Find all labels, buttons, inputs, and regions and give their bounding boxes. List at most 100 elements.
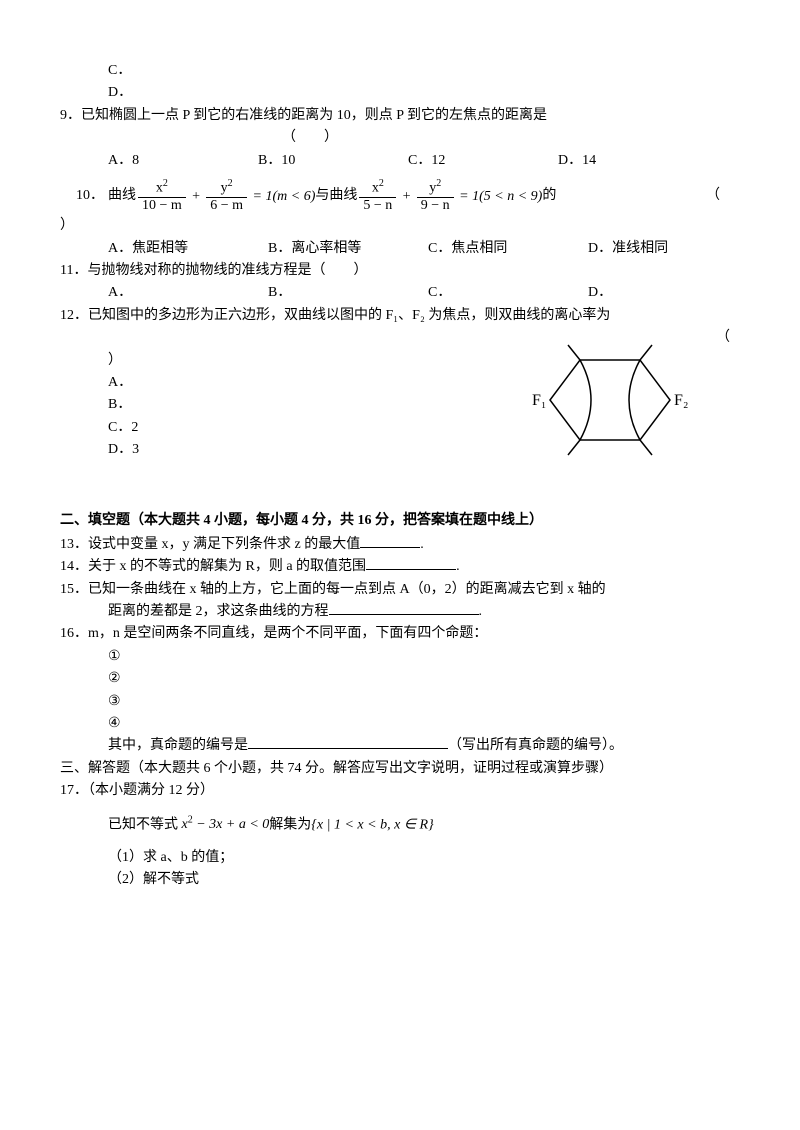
q17: 17．（本小题满分 12 分） 已知不等式 x2 − 3x + a < 0解集为… <box>60 780 740 891</box>
q17-num: 17． <box>60 783 88 798</box>
q11-options: A． B． C． D． <box>108 282 740 304</box>
q16-item1: ① <box>108 646 740 668</box>
q9-opt-c: C．12 <box>408 150 558 172</box>
hexagon-hyperbola-icon: F₁ F₂ <box>510 335 710 465</box>
q10-paren-close: ） <box>60 215 740 237</box>
q9-text: 已知椭圆上一点 P 到它的右准线的距离为 10，则点 P 到它的左焦点的距离是 <box>81 108 547 123</box>
q13-period: . <box>420 537 424 552</box>
q15-period: . <box>479 604 483 619</box>
q10-num: 10． <box>76 185 104 207</box>
q11-stem: 11．与抛物线对称的抛物线的准线方程是（ ） <box>60 260 740 282</box>
section2-heading: 二、填空题（本大题共 4 小题，每小题 4 分，共 16 分，把答案填在题中线上… <box>60 510 740 532</box>
q11-opt-d: D． <box>588 282 748 304</box>
q9-opt-d: D．14 <box>558 150 708 172</box>
q16-item2: ② <box>108 668 740 690</box>
q10-mid: 与曲线 <box>315 185 357 207</box>
q10: 10． 曲线 x210 − m + y26 − m = 1(m < 6) 与曲线… <box>60 178 740 260</box>
q10-f3n: x <box>372 181 379 196</box>
q16: 16．m，n 是空间两条不同直线，是两个不同平面，下面有四个命题： ① ② ③ … <box>60 623 740 757</box>
q17-formula-set: {x | 1 < x < b, x ∈ R} <box>311 817 433 832</box>
q10-f4d: 9 − n <box>417 198 454 215</box>
q9: 9．已知椭圆上一点 P 到它的右准线的距离为 10，则点 P 到它的左焦点的距离… <box>60 105 740 172</box>
q10-f1d: 10 − m <box>138 198 186 215</box>
q16-item4: ④ <box>108 713 740 735</box>
q17-part2: （2）解不等式 <box>108 869 740 891</box>
section3-heading: 三、解答题（本大题共 6 个小题，共 74 分。解答应写出文字说明，证明过程或演… <box>60 758 740 780</box>
q11-opt-c: C． <box>428 282 588 304</box>
q9-options: A．8 B．10 C．12 D．14 <box>108 150 740 172</box>
q9-opt-b: B．10 <box>258 150 408 172</box>
q15-line2: 距离的差都是 2，求这条曲线的方程. <box>108 601 740 623</box>
q12: 12．已知图中的多边形为正六边形，双曲线以图中的 F₁、F₂ 为焦点，则双曲线的… <box>60 305 740 462</box>
q10-pre: 曲线 <box>108 185 136 207</box>
q10-f2s: 2 <box>228 178 233 189</box>
q15-line1: 15．已知一条曲线在 x 轴的上方，它上面的每一点到点 A（0，2）的距离减去它… <box>60 579 740 601</box>
q15: 15．已知一条曲线在 x 轴的上方，它上面的每一点到点 A（0，2）的距离减去它… <box>60 579 740 624</box>
q10-options: A．焦距相等 B．离心率相等 C．焦点相同 D．准线相同 <box>108 238 740 260</box>
q12-figure: F₁ F₂ <box>510 335 710 465</box>
q11-opt-a: A． <box>108 282 268 304</box>
q10-f1n: x <box>156 181 163 196</box>
q10-f4s: 2 <box>436 178 441 189</box>
q16-text: m，n 是空间两条不同直线，是两个不同平面，下面有四个命题： <box>88 626 487 641</box>
q15-blank <box>329 614 479 615</box>
q16-tail-pre: 其中，真命题的编号是 <box>108 738 248 753</box>
q16-tail: 其中，真命题的编号是 （写出所有真命题的编号）。 <box>108 735 740 757</box>
q17-given-mid: 解集为 <box>269 817 311 832</box>
q11-opt-b: B． <box>268 282 428 304</box>
q10-f2d: 6 − m <box>206 198 247 215</box>
q13-blank <box>360 547 420 548</box>
q16-num: 16． <box>60 626 88 641</box>
q12-stem: 12．已知图中的多边形为正六边形，双曲线以图中的 F₁、F₂ 为焦点，则双曲线的… <box>60 305 740 327</box>
q13-text: 设式中变量 x，y 满足下列条件求 z 的最大值 <box>88 537 360 552</box>
q10-plus1: + <box>191 189 200 204</box>
q14: 14．关于 x 的不等式的解集为 R，则 a 的取值范围. <box>60 556 740 578</box>
q9-num: 9． <box>60 108 81 123</box>
q16-item3: ③ <box>108 691 740 713</box>
q11: 11．与抛物线对称的抛物线的准线方程是（ ） A． B． C． D． <box>60 260 740 305</box>
q9-paren: （ ） <box>60 127 560 149</box>
q15-text1: 已知一条曲线在 x 轴的上方，它上面的每一点到点 A（0，2）的距离减去它到 x… <box>88 582 606 597</box>
q16-blank <box>248 748 448 749</box>
q10-opt-c: C．焦点相同 <box>428 238 588 260</box>
q17-part1: （1）求 a、b 的值； <box>108 847 740 869</box>
q14-blank <box>366 569 456 570</box>
q9-stem: 9．已知椭圆上一点 P 到它的右准线的距离为 10，则点 P 到它的左焦点的距离… <box>60 105 740 127</box>
q17-text: （本小题满分 12 分） <box>88 783 214 798</box>
q14-period: . <box>456 559 460 574</box>
q10-formula2: x25 − n + y29 − n = 1(5 < n < 9) <box>357 178 542 215</box>
q10-plus2: + <box>402 189 411 204</box>
q17-formula-poly: x2 − 3x + a < 0 <box>182 817 270 832</box>
q9-opt-a: A．8 <box>108 150 258 172</box>
q8-options: C． D． <box>60 60 740 105</box>
q10-f3s: 2 <box>379 178 384 189</box>
q10-cond2: = 1(5 < n < 9) <box>459 189 542 204</box>
q17-given: 已知不等式 x2 − 3x + a < 0解集为{x | 1 < x < b, … <box>108 813 740 837</box>
q11-text: 与抛物线对称的抛物线的准线方程是（ ） <box>87 263 367 278</box>
q14-num: 14． <box>60 559 88 574</box>
q10-opt-b: B．离心率相等 <box>268 238 428 260</box>
q13: 13．设式中变量 x，y 满足下列条件求 z 的最大值. <box>60 534 740 556</box>
q10-formula1: x210 − m + y26 − m = 1(m < 6) <box>136 178 315 215</box>
q10-cond1: = 1(m < 6) <box>253 189 316 204</box>
spacer <box>60 462 740 492</box>
fig-f2-label: F₂ <box>674 392 688 409</box>
q10-f3d: 5 − n <box>359 198 396 215</box>
q11-num: 11． <box>60 263 87 278</box>
q12-num: 12． <box>60 308 88 323</box>
q8-opt-c: C． <box>108 60 740 82</box>
q13-num: 13． <box>60 537 88 552</box>
q14-text: 关于 x 的不等式的解集为 R，则 a 的取值范围 <box>88 559 366 574</box>
q10-stem: 10． 曲线 x210 − m + y26 − m = 1(m < 6) 与曲线… <box>76 178 740 215</box>
q10-f2n: y <box>221 181 228 196</box>
q8-opt-d: D． <box>108 82 740 104</box>
q10-post: 的 <box>542 185 556 207</box>
q10-opt-a: A．焦距相等 <box>108 238 268 260</box>
q15-text2: 距离的差都是 2，求这条曲线的方程 <box>108 604 329 619</box>
q15-num: 15． <box>60 582 88 597</box>
q17-given-pre: 已知不等式 <box>108 817 178 832</box>
q16-tail-post: （写出所有真命题的编号）。 <box>448 738 623 753</box>
q17-head: 17．（本小题满分 12 分） <box>60 780 740 802</box>
q16-stem: 16．m，n 是空间两条不同直线，是两个不同平面，下面有四个命题： <box>60 623 740 645</box>
q10-opt-d: D．准线相同 <box>588 238 748 260</box>
